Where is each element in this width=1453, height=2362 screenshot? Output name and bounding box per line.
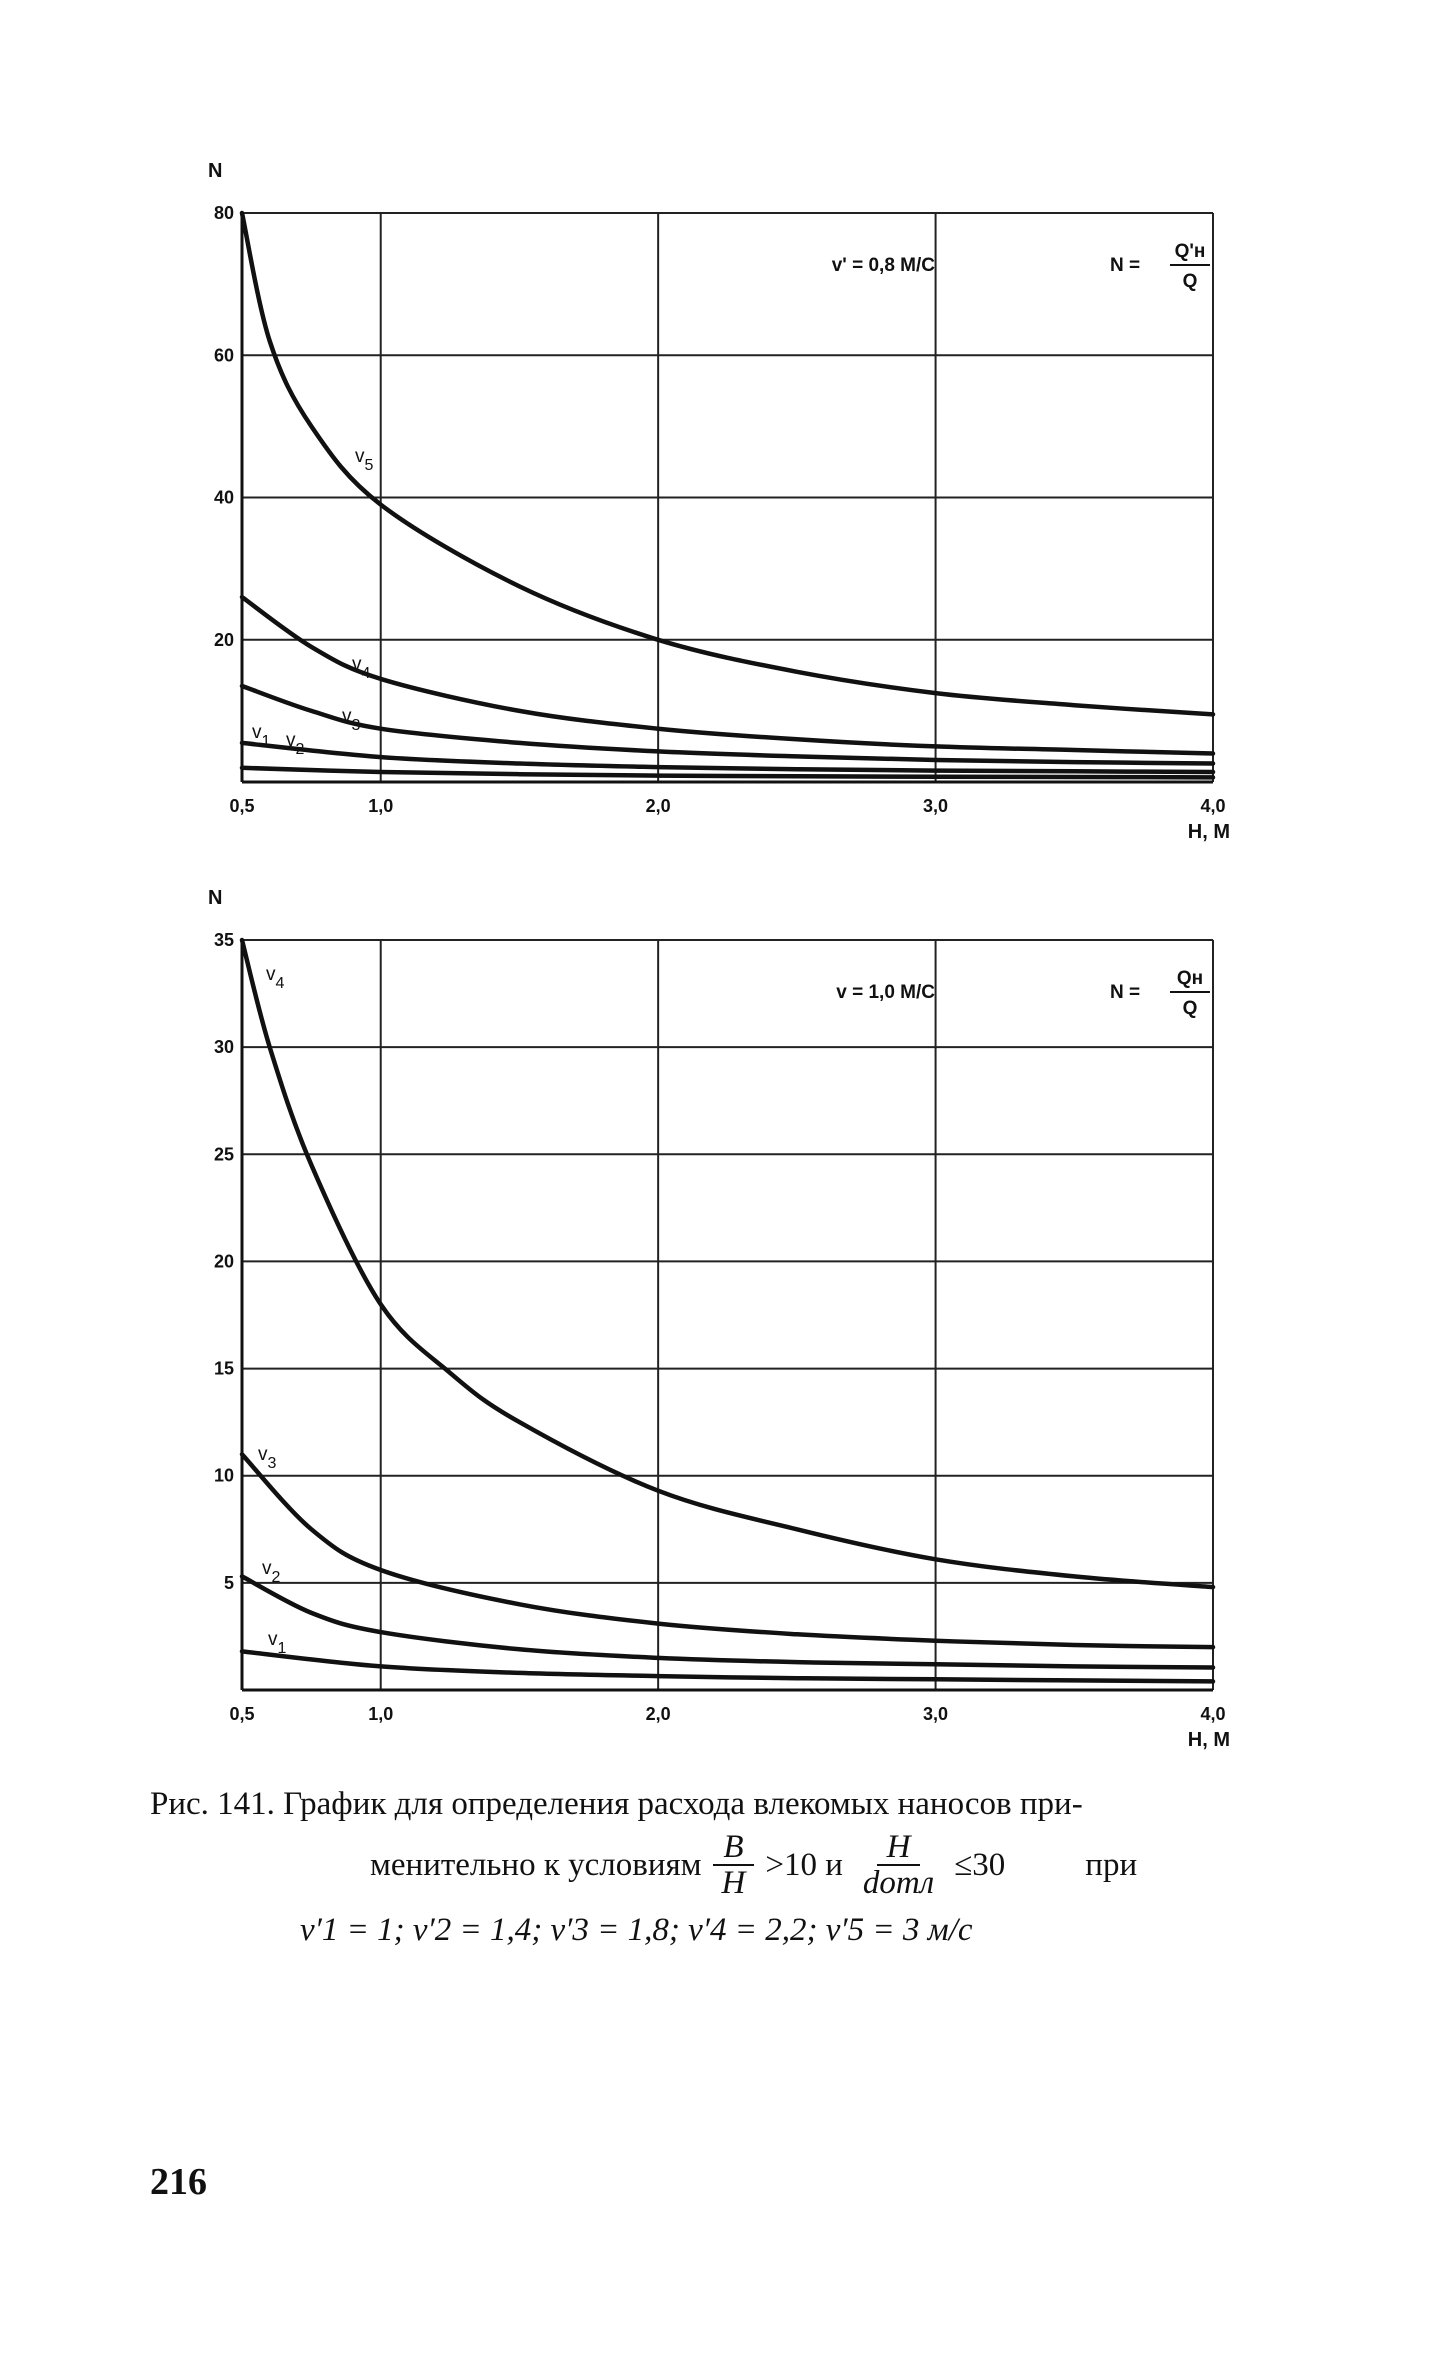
x-tick-label: 0,5 (229, 1704, 254, 1724)
series-label-v2: v2 (262, 1558, 281, 1586)
x-tick-label: 3,0 (923, 1704, 948, 1724)
x-tick-label: 2,0 (646, 796, 671, 816)
y-tick-label: 30 (214, 1037, 234, 1057)
x-tick-label: 3,0 (923, 796, 948, 816)
y-axis-title: N (208, 160, 222, 182)
y-tick-label: 60 (214, 345, 234, 365)
caption-line-2-prefix: менительно к условиям (370, 1847, 702, 1883)
series-label-v2: v2 (286, 730, 305, 758)
formula-lhs: N = (1110, 255, 1140, 276)
formula-lhs: N = (1110, 982, 1140, 1003)
velocity-annotation: v' = 0,8 M/C (832, 255, 936, 276)
series-line-v4 (239, 594, 1216, 756)
series-line-v1 (239, 1649, 1216, 1684)
fraction-b-numerator: B (713, 1830, 754, 1866)
caption-line-2: менительно к условиям B H >10 и H dотл ≤… (150, 1830, 1310, 1900)
series-line-v3 (239, 683, 1216, 766)
fraction-b-denominator: H (721, 1865, 746, 1901)
series-label-v1: v1 (252, 722, 271, 750)
velocity-annotation: v = 1,0 M/C (836, 982, 935, 1003)
x-tick-label: 4,0 (1200, 1704, 1225, 1724)
y-tick-label: 40 (214, 488, 234, 508)
y-tick-label: 35 (214, 930, 234, 950)
series-line-v1 (239, 765, 1216, 780)
series-label-v5: v5 (355, 446, 374, 474)
series-label-v1: v1 (268, 1629, 287, 1657)
caption-line-3: v′1 = 1; v′2 = 1,4; v′3 = 1,8; v′4 = 2,2… (300, 1912, 973, 1948)
y-tick-label: 80 (214, 203, 234, 223)
fraction-h-numerator: H (876, 1830, 921, 1866)
series-line-v2 (239, 740, 1216, 775)
x-axis-title: H, M (1188, 1729, 1230, 1751)
formula-denominator: Q (1183, 271, 1198, 292)
series-group (239, 210, 1216, 780)
fraction-h-over-d: H dотл (853, 1830, 944, 1900)
y-tick-label: 20 (214, 1251, 234, 1271)
grid (240, 939, 1214, 1692)
chart-top: 0,5 1,0 2,0 3,0 4,0 20 40 60 80 N H, M v' = 0,8 M/C… (208, 160, 1230, 843)
x-tick-label: 2,0 (646, 1704, 671, 1724)
y-tick-label: 25 (214, 1144, 234, 1164)
formula-numerator: Q'н (1175, 241, 1206, 262)
series-line-v5 (239, 210, 1216, 717)
figure-caption: Рис. 141. График для определения расхода… (150, 1780, 1310, 1954)
x-tick-label: 1,0 (368, 796, 393, 816)
series-label-v3: v3 (258, 1444, 277, 1472)
series-label-v4: v4 (266, 964, 285, 992)
series-label-v4: v4 (352, 654, 371, 682)
y-axis-title: N (208, 887, 222, 909)
y-tick-label: 5 (224, 1573, 234, 1593)
caption-line-1: Рис. 141. График для определения расхода… (150, 1786, 1083, 1822)
caption-line-2-suffix: при (1085, 1847, 1138, 1883)
fraction-b-over-h: B H (712, 1830, 756, 1900)
y-tick-label: 10 (214, 1466, 234, 1486)
grid (240, 212, 1214, 784)
formula-denominator: Q (1183, 998, 1198, 1019)
x-tick-label: 1,0 (368, 1704, 393, 1724)
series-line-v4 (239, 937, 1216, 1590)
condition-2: ≤30 (954, 1847, 1006, 1883)
chart-bottom: 0,5 1,0 2,0 3,0 4,0 5 10 15 20 25 30 35 N H, M v = 1,0… (208, 887, 1230, 1751)
x-tick-label: 0,5 (229, 796, 254, 816)
y-tick-label: 15 (214, 1359, 234, 1379)
x-axis-title: H, M (1188, 821, 1230, 843)
x-tick-label: 4,0 (1200, 796, 1225, 816)
series-line-v2 (239, 1574, 1216, 1670)
series-label-v3: v3 (342, 706, 361, 734)
y-tick-label: 20 (214, 630, 234, 650)
series-group (239, 937, 1216, 1684)
page-number: 216 (150, 2161, 207, 2203)
formula-numerator: Qн (1177, 968, 1203, 989)
fraction-h-denominator: dотл (862, 1865, 935, 1901)
series-line-v3 (239, 1452, 1216, 1650)
condition-1: >10 и (765, 1847, 843, 1883)
